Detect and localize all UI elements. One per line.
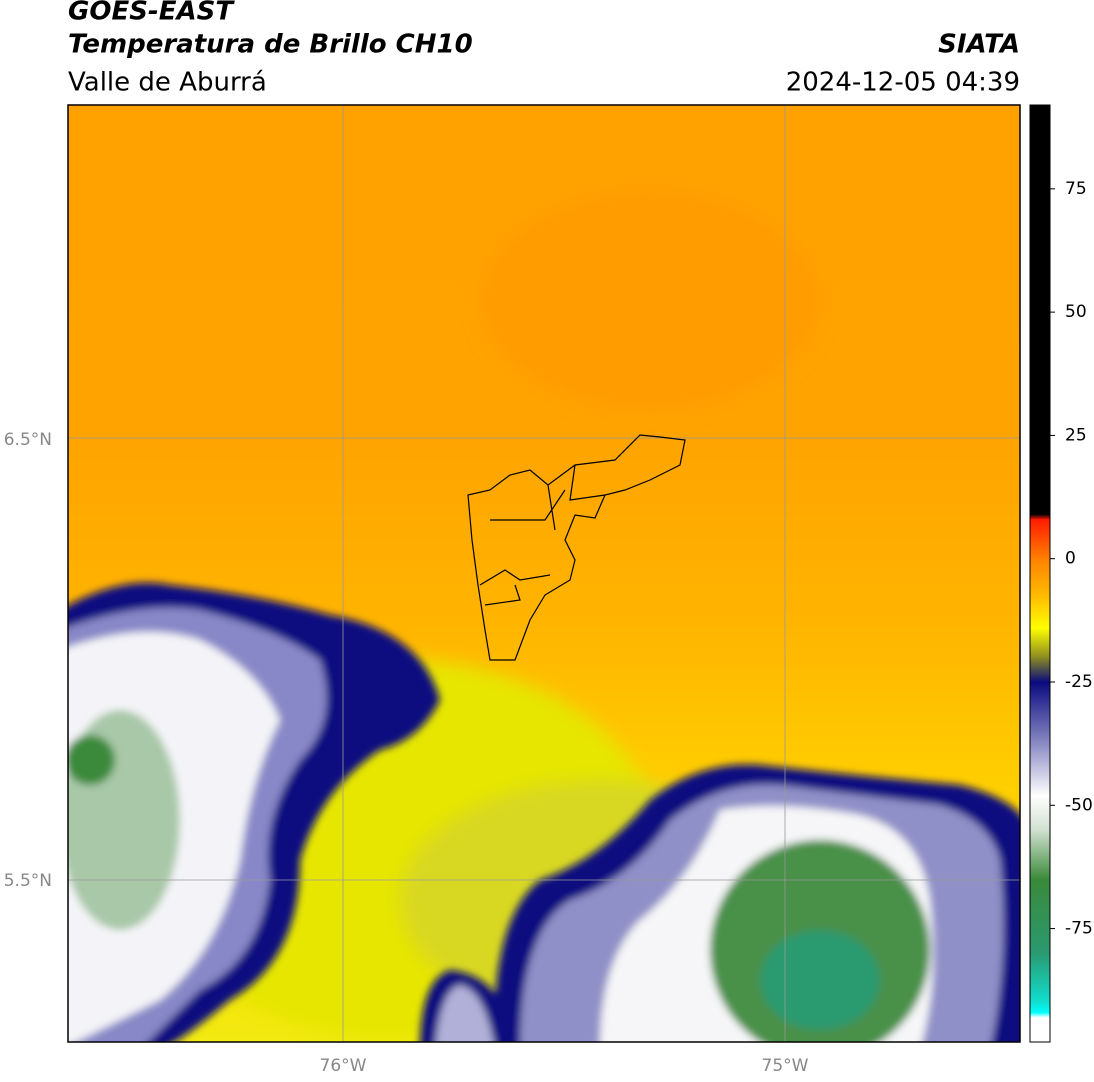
- satellite-image: [68, 105, 1020, 1042]
- subtitle: Temperatura de Brillo CH10: [68, 30, 473, 60]
- colorbar-segment: [1030, 681, 1050, 747]
- colorbar-segment: [1030, 598, 1050, 629]
- colorbar-tick-label: 25: [1065, 425, 1087, 445]
- lon-label: 76°W: [320, 1056, 367, 1076]
- colorbar-tick-label: -75: [1065, 919, 1093, 939]
- colorbar-tick-label: -25: [1065, 672, 1093, 692]
- colorbar-tick-label: 50: [1065, 302, 1087, 322]
- colorbar-segment: [1030, 657, 1050, 683]
- colorbar-segment: [1030, 746, 1050, 796]
- colorbar-segment: [1030, 953, 1050, 1004]
- colorbar-segment: [1030, 514, 1050, 520]
- title: GOES-EAST: [68, 0, 235, 27]
- lat-label: 6.5°N: [4, 430, 52, 450]
- source: SIATA: [938, 30, 1020, 60]
- colorbar-segment: [1030, 105, 1050, 515]
- datetime: 2024-12-05 04:39: [786, 68, 1020, 98]
- region: Valle de Aburrá: [68, 68, 267, 98]
- colorbar-segment: [1030, 558, 1050, 599]
- colorbar-tick-label: 75: [1065, 179, 1087, 199]
- lon-label: 75°W: [762, 1056, 809, 1076]
- lat-label: 5.5°N: [4, 871, 52, 891]
- map-frame: [67, 104, 1021, 1043]
- colorbar-tick-label: -50: [1065, 795, 1093, 815]
- colorbar-segment: [1030, 627, 1050, 658]
- colorbar: 75 50 25 0 -25 -50 -75: [1029, 104, 1093, 1043]
- colorbar-segment: [1030, 1002, 1050, 1013]
- colorbar-segment: [1030, 519, 1050, 560]
- colorbar-segment: [1030, 795, 1050, 831]
- colorbar-segment: [1030, 879, 1050, 954]
- colorbar-tick-label: 0: [1065, 549, 1076, 569]
- colorbar-segment: [1030, 1017, 1050, 1043]
- colorbar-segment: [1030, 829, 1050, 880]
- colorbar-segment: [1030, 1012, 1050, 1018]
- colorbar-frame: [1029, 104, 1051, 1043]
